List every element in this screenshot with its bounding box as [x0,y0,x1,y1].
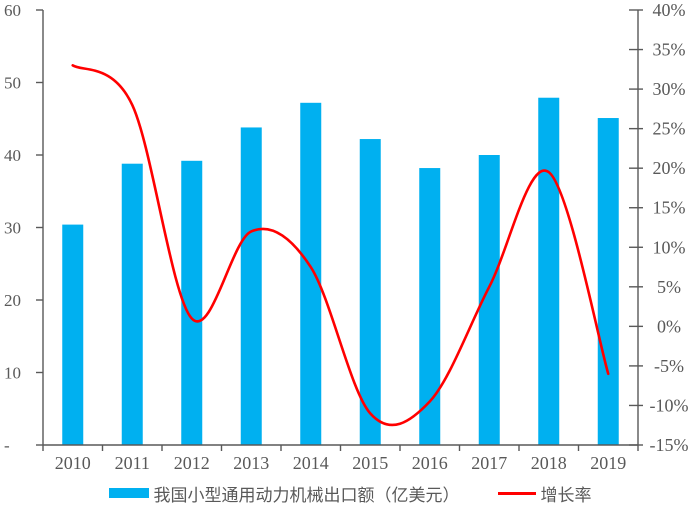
bar-2012 [181,160,203,446]
right-tick-label: 25% [653,119,686,139]
bar-2014 [300,102,322,446]
right-tick-label: 5% [657,277,681,297]
legend-label-export-amount: 我国小型通用动力机械出口额（亿美元） [153,485,460,505]
right-tick-label: -5% [654,356,684,376]
bar-2018 [538,97,560,445]
right-tick-label: -10% [650,395,689,415]
left-tick-label: 30 [4,219,21,238]
growth-rate-line [71,64,610,427]
x-category-label: 2018 [531,453,567,473]
left-tick-label: 20 [4,291,21,310]
right-tick-label: 0% [657,316,681,336]
left-tick-label: 40 [4,146,21,165]
x-category-label: 2015 [352,453,388,473]
legend-label-growth-rate: 增长率 [540,485,592,505]
bar-2016 [419,168,441,446]
x-category-label: 2016 [412,453,448,473]
left-tick-label: 60 [4,1,21,20]
right-tick-label: 10% [653,237,686,257]
line-series-swatch [497,491,536,495]
left-tick-label: 10 [4,364,21,383]
bar-2011 [121,163,143,445]
x-category-label: 2019 [590,453,626,473]
right-tick-label: 20% [653,158,686,178]
bar-series-swatch [108,488,149,498]
x-category-label: 2017 [471,453,507,473]
x-category-label: 2014 [293,453,329,473]
legend-item-export-amount: 我国小型通用动力机械出口额（亿美元） [108,481,460,506]
x-category-label: 2011 [115,453,150,473]
right-tick-label: 15% [653,198,686,218]
right-tick-label: -15% [650,435,689,455]
right-tick-label: 30% [653,79,686,99]
right-tick-label: 40% [653,0,686,20]
left-tick-label: - [4,436,10,455]
bar-2015 [359,139,381,446]
bar-2013 [240,127,262,445]
x-category-label: 2012 [174,453,210,473]
bar-2010 [62,224,84,445]
chart-legend: 我国小型通用动力机械出口额（亿美元） 增长率 [0,477,700,509]
x-category-label: 2010 [55,453,91,473]
left-tick-label: 50 [4,74,21,93]
x-category-label: 2013 [233,453,269,473]
legend-item-growth-rate: 增长率 [497,481,592,506]
bar-2017 [478,155,500,445]
right-tick-label: 35% [653,40,686,60]
combo-chart-canvas: - 10 20 30 40 50 60 -15% -10% -5% 0% 5% 10% 15% 20% 25%… [4,0,689,473]
bar-2019 [597,118,619,446]
